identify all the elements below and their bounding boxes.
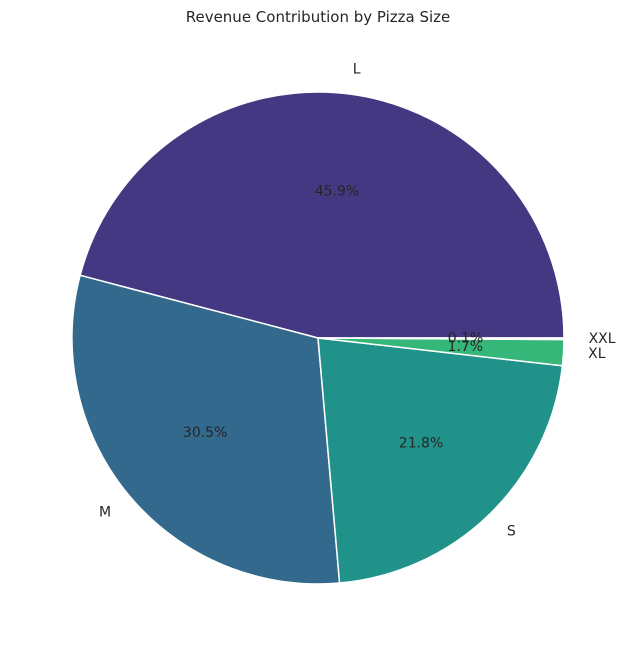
slice-percent-s: 21.8% [399,436,443,452]
pie-labels: L 45.9% M 30.5% S 21.8% XL 1.7% XXL 0.1% [99,62,616,540]
pie-slices [71,91,565,585]
slice-percent-xxl: 0.1% [448,330,484,346]
slice-label-m: M [99,504,111,520]
slice-label-s: S [507,524,516,540]
slice-percent-l: 45.9% [315,184,359,200]
pie-slice-m [71,274,341,585]
pie-slice-l [79,91,565,339]
pie-slice-xxl [317,337,565,341]
slice-percent-m: 30.5% [183,425,227,441]
slice-label-xxl: XXL [589,331,616,347]
chart-title: Revenue Contribution by Pizza Size [186,8,451,26]
pie-slice-s [317,337,564,584]
slice-percent-xl: 1.7% [448,339,484,355]
slice-label-xl: XL [588,346,606,362]
slice-label-l: L [353,62,361,78]
